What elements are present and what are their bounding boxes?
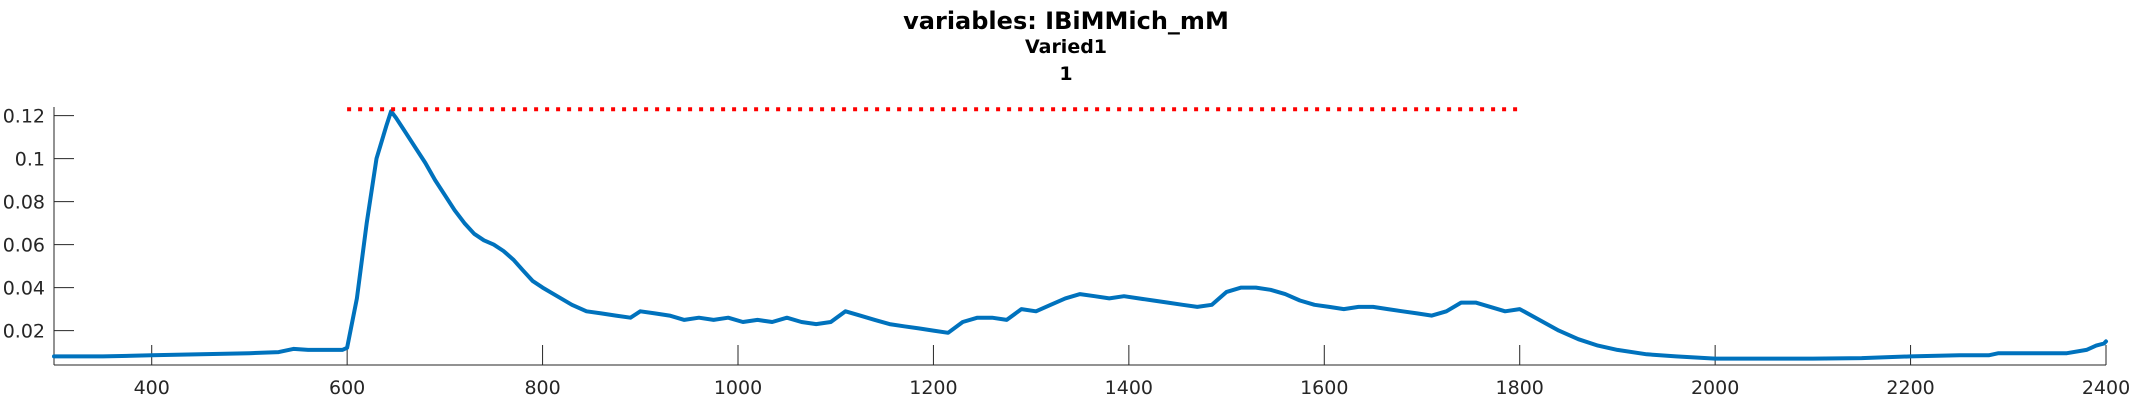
y-tick-label: 0.04 <box>3 278 45 300</box>
x-tick-label: 1600 <box>1300 377 1348 399</box>
x-tick-label: 800 <box>524 377 560 399</box>
y-tick-label: 0.12 <box>3 106 45 128</box>
series-line-ibimmich <box>52 109 2108 361</box>
x-tick-label: 1800 <box>1496 377 1544 399</box>
x-tick-label: 2200 <box>1886 377 1934 399</box>
y-tick-label: 0.02 <box>3 321 45 343</box>
x-tick-label: 1200 <box>909 377 957 399</box>
x-tick-label: 1000 <box>714 377 762 399</box>
chart-subtitle-2: 1 <box>1059 63 1072 85</box>
chart-subtitle: Varied1 <box>1025 36 1107 58</box>
plot-area: 400 600 800 1000 1200 1400 1600 1800 2000 2200 240… <box>3 106 2130 399</box>
x-tick-label: 600 <box>329 377 365 399</box>
x-ticks: 400 600 800 1000 1200 1400 1600 1800 2000 2200 240… <box>134 345 2130 399</box>
x-tick-label: 1400 <box>1105 377 1153 399</box>
x-tick-label: 2400 <box>2082 377 2130 399</box>
series-layer <box>52 107 2108 361</box>
chart-title: variables: IBiMMich_mM <box>903 7 1229 35</box>
x-tick-label: 400 <box>134 377 170 399</box>
y-tick-label: 0.08 <box>3 192 45 214</box>
y-tick-label: 0.1 <box>15 149 45 171</box>
y-tick-label: 0.06 <box>3 235 45 257</box>
x-tick-label: 2000 <box>1691 377 1739 399</box>
y-ticks: 0.02 0.04 0.06 0.08 0.1 0.12 <box>3 106 74 343</box>
